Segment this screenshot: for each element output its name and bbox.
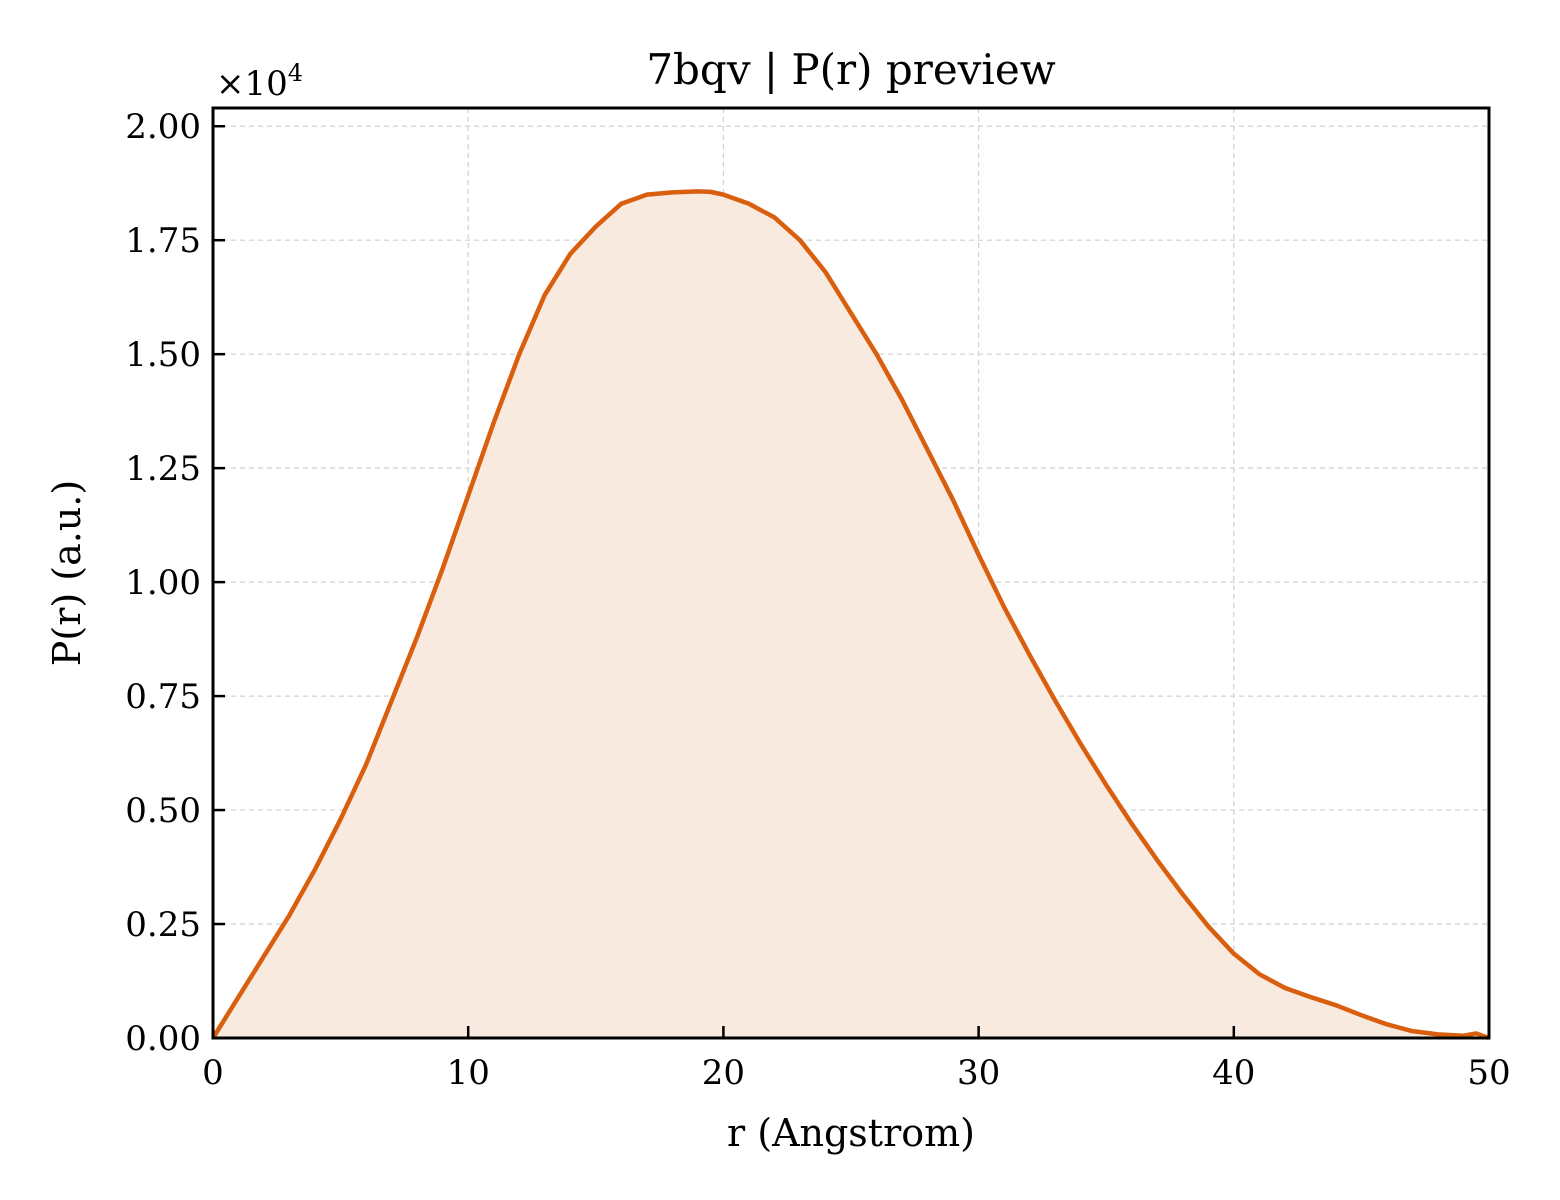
y-tick-label: 1.50 — [125, 335, 201, 375]
series-line — [211, 189, 1490, 1041]
x-tick-label: 10 — [447, 1053, 490, 1093]
y-tick-label: 0.00 — [125, 1019, 201, 1059]
plot-frame — [211, 106, 1491, 1040]
x-tick-label: 50 — [1467, 1053, 1510, 1093]
y-tick-label: 1.75 — [125, 221, 201, 261]
y-axis-multiplier: ×104 — [216, 59, 303, 104]
x-tick-label: 40 — [1212, 1053, 1255, 1093]
y-axis-label: P(r) (a.u.) — [45, 480, 89, 666]
x-tick-label: 30 — [957, 1053, 1000, 1093]
axis-ticks: 0 10 20 30 40 50 0.00 0.25 0.50 0.75 1.00 1.25 1.50 1… — [125, 107, 1510, 1093]
y-tick-label: 0.25 — [125, 905, 201, 945]
y-tick-label: 2.00 — [125, 107, 201, 147]
y-axis-multiplier-base: ×10 — [216, 64, 288, 104]
x-tick-label: 0 — [202, 1053, 224, 1093]
x-axis-label: r (Angstrom) — [727, 1111, 975, 1155]
x-tick-label: 20 — [702, 1053, 745, 1093]
y-tick-label: 0.50 — [125, 791, 201, 831]
chart-title: 7bqv | P(r) preview — [646, 45, 1055, 94]
y-tick-label: 0.75 — [125, 677, 201, 717]
series-area — [213, 191, 1489, 1038]
y-tick-label: 1.25 — [125, 449, 201, 489]
y-tick-label: 1.00 — [125, 563, 201, 603]
y-axis-multiplier-exponent: 4 — [288, 59, 303, 87]
